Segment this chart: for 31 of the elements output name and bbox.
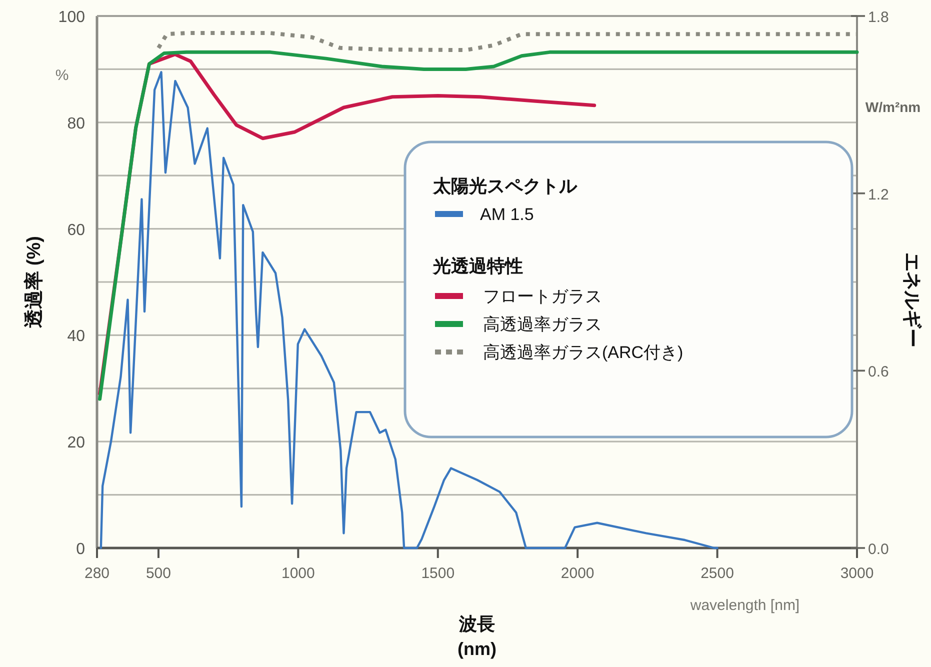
legend-title: 太陽光スペクトル	[432, 176, 578, 196]
y-axis-title: 透過率 (%)	[23, 236, 45, 329]
text: wavelength [nm]	[689, 597, 800, 614]
y2-tick-label: 1.2	[868, 186, 889, 204]
annotation: 光透過特性	[432, 256, 523, 276]
text: %	[55, 67, 69, 84]
y-tick-label: 0	[76, 541, 86, 558]
x-tick-label: 500	[146, 565, 171, 582]
y-tick-label: 100	[58, 9, 86, 26]
x-tick-label: 2500	[700, 565, 734, 582]
legend-label: フロートガラス	[483, 287, 602, 306]
legend-label: AM 1.5	[480, 205, 534, 224]
legend-label: 高透過率ガラス(ARC付き)	[483, 343, 684, 362]
line-series	[100, 71, 718, 550]
y2-tick-label: 0.6	[868, 364, 889, 381]
legend-label: 高透過率ガラス	[483, 315, 602, 334]
y-tick-label: 20	[67, 434, 86, 452]
line-series	[98, 50, 859, 401]
y-tick-label: 80	[67, 115, 86, 132]
x-tick-label: 1500	[421, 565, 455, 582]
text: W/m²nm	[865, 99, 921, 115]
y-tick-label: 40	[67, 328, 86, 346]
x-tick-label: 3000	[840, 565, 874, 582]
y2-axis-title: エネルギー	[901, 252, 922, 348]
x-tick-label: 1000	[281, 565, 315, 582]
x-axis-title: 波長 (nm)	[458, 614, 496, 659]
x-tick-label: 280	[84, 565, 110, 582]
y2-tick-label: 1.8	[868, 9, 889, 26]
y-tick-label: 60	[67, 222, 86, 239]
x-tick-label: 2000	[560, 565, 594, 582]
y2-tick-label: 0.0	[868, 541, 889, 558]
